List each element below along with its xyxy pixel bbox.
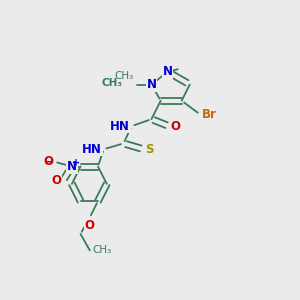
Text: CH₃: CH₃ xyxy=(101,78,122,88)
Text: −: − xyxy=(44,155,54,168)
Text: HN: HN xyxy=(82,143,102,156)
Text: HN: HN xyxy=(110,120,130,133)
Text: O: O xyxy=(52,174,62,187)
Text: O: O xyxy=(85,219,95,232)
Text: +: + xyxy=(73,158,81,168)
Text: S: S xyxy=(145,143,154,156)
Text: O: O xyxy=(171,120,181,133)
Text: N: N xyxy=(163,65,173,78)
Text: Br: Br xyxy=(202,108,217,121)
Text: N: N xyxy=(146,78,156,91)
Text: O: O xyxy=(44,155,53,168)
Text: CH₃: CH₃ xyxy=(92,245,111,255)
Text: N: N xyxy=(67,160,77,173)
Text: CH₃: CH₃ xyxy=(115,71,134,81)
